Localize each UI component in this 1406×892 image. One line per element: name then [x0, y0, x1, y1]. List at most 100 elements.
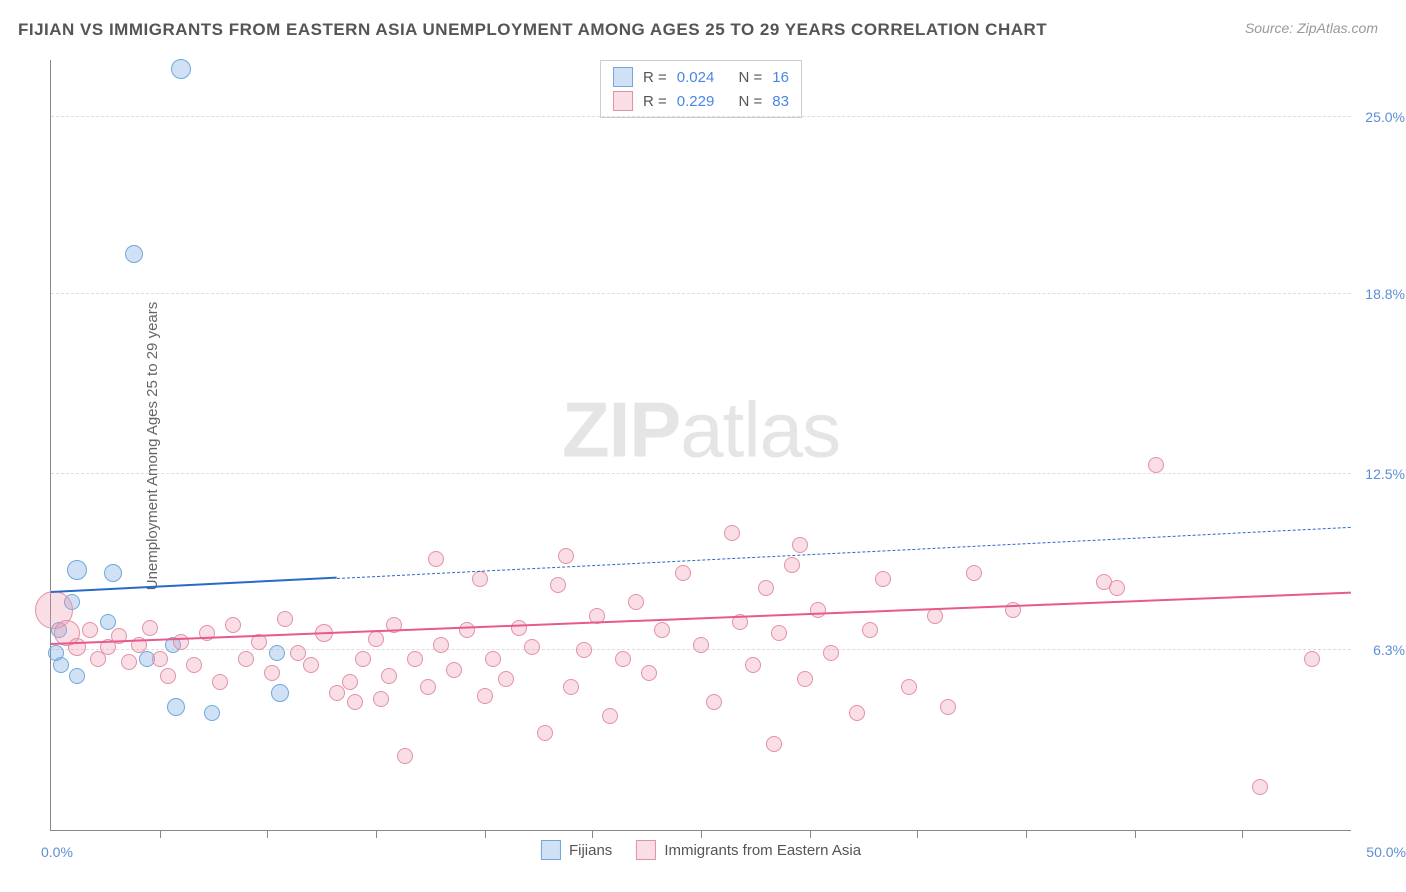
data-point — [173, 634, 189, 650]
data-point — [171, 59, 191, 79]
data-point — [966, 565, 982, 581]
data-point — [264, 665, 280, 681]
data-point — [654, 622, 670, 638]
data-point — [121, 654, 137, 670]
y-tick-label: 18.8% — [1365, 286, 1405, 302]
data-point — [558, 548, 574, 564]
data-point — [67, 560, 87, 580]
data-point — [823, 645, 839, 661]
data-point — [849, 705, 865, 721]
n-label: N = — [739, 69, 763, 86]
trend-line — [51, 577, 337, 593]
data-point — [225, 617, 241, 633]
data-point — [498, 671, 514, 687]
data-point — [602, 708, 618, 724]
series-name-immigrants: Immigrants from Eastern Asia — [664, 842, 861, 859]
watermark-light: atlas — [680, 385, 840, 473]
data-point — [537, 725, 553, 741]
data-point — [511, 620, 527, 636]
data-point — [940, 699, 956, 715]
data-point — [901, 679, 917, 695]
data-point — [459, 622, 475, 638]
data-point — [641, 665, 657, 681]
x-axis-max: 50.0% — [1366, 844, 1406, 860]
data-point — [167, 698, 185, 716]
watermark-bold: ZIP — [562, 385, 680, 473]
x-tick — [917, 830, 918, 838]
data-point — [724, 525, 740, 541]
n-value-immigrants: 83 — [772, 93, 789, 110]
x-tick — [1242, 830, 1243, 838]
x-tick — [1135, 830, 1136, 838]
data-point — [420, 679, 436, 695]
data-point — [53, 657, 69, 673]
x-tick — [160, 830, 161, 838]
data-point — [104, 564, 122, 582]
data-point — [238, 651, 254, 667]
x-tick — [267, 830, 268, 838]
data-point — [446, 662, 462, 678]
legend-item-fijians: Fijians — [541, 840, 612, 860]
data-point — [407, 651, 423, 667]
data-point — [485, 651, 501, 667]
data-point — [1304, 651, 1320, 667]
data-point — [82, 622, 98, 638]
data-point — [204, 705, 220, 721]
data-point — [771, 625, 787, 641]
r-label: R = — [643, 69, 667, 86]
data-point — [186, 657, 202, 673]
data-point — [1109, 580, 1125, 596]
data-point — [792, 537, 808, 553]
data-point — [784, 557, 800, 573]
data-point — [693, 637, 709, 653]
source-label: Source: ZipAtlas.com — [1245, 20, 1378, 36]
x-tick — [701, 830, 702, 838]
plot-area: ZIPatlas R = 0.024 N = 16 R = 0.229 N = … — [50, 60, 1351, 831]
data-point — [373, 691, 389, 707]
data-point — [1252, 779, 1268, 795]
data-point — [152, 651, 168, 667]
data-point — [290, 645, 306, 661]
gridline: 25.0% — [51, 116, 1351, 117]
data-point — [368, 631, 384, 647]
data-point — [628, 594, 644, 610]
data-point — [100, 614, 116, 630]
data-point — [381, 668, 397, 684]
r-label: R = — [643, 93, 667, 110]
data-point — [524, 639, 540, 655]
x-tick — [1026, 830, 1027, 838]
gridline: 18.8% — [51, 293, 1351, 294]
x-tick — [376, 830, 377, 838]
data-point — [329, 685, 345, 701]
legend-row-fijians: R = 0.024 N = 16 — [613, 65, 789, 89]
data-point — [355, 651, 371, 667]
correlation-legend: R = 0.024 N = 16 R = 0.229 N = 83 — [600, 60, 802, 118]
legend-row-immigrants: R = 0.229 N = 83 — [613, 89, 789, 113]
data-point — [212, 674, 228, 690]
swatch-immigrants — [613, 91, 633, 111]
n-value-fijians: 16 — [772, 69, 789, 86]
data-point — [862, 622, 878, 638]
data-point — [397, 748, 413, 764]
data-point — [347, 694, 363, 710]
r-value-immigrants: 0.229 — [677, 93, 715, 110]
data-point — [477, 688, 493, 704]
legend-item-immigrants: Immigrants from Eastern Asia — [636, 840, 861, 860]
data-point — [472, 571, 488, 587]
data-point — [927, 608, 943, 624]
series-legend: Fijians Immigrants from Eastern Asia — [541, 840, 861, 860]
y-tick-label: 6.3% — [1373, 642, 1405, 658]
chart-title: FIJIAN VS IMMIGRANTS FROM EASTERN ASIA U… — [18, 20, 1047, 40]
x-tick — [810, 830, 811, 838]
x-tick — [485, 830, 486, 838]
data-point — [160, 668, 176, 684]
data-point — [615, 651, 631, 667]
data-point — [1148, 457, 1164, 473]
data-point — [745, 657, 761, 673]
swatch-icon — [541, 840, 561, 860]
r-value-fijians: 0.024 — [677, 69, 715, 86]
data-point — [277, 611, 293, 627]
data-point — [766, 736, 782, 752]
data-point — [758, 580, 774, 596]
data-point — [142, 620, 158, 636]
